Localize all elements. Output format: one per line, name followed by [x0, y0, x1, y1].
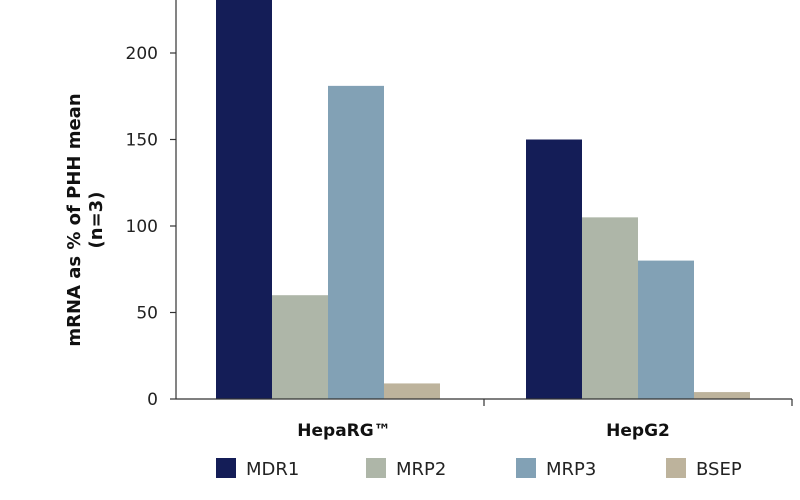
category-label-hepg2: HepG2 [606, 421, 670, 441]
bar-mrp2-hepg2 [582, 217, 638, 399]
legend-label-bsep: BSEP [696, 459, 742, 480]
x-axis-category-labels: HepaRG™ HepG2 [297, 421, 670, 441]
x-axis-ticks [483, 399, 793, 406]
bar-mrp2-heparg [272, 295, 328, 399]
bar-mrp3-hepg2 [638, 260, 694, 399]
legend-label-mdr1: MDR1 [246, 459, 299, 480]
bar-mdr1-heparg [216, 0, 272, 399]
legend-label-mrp2: MRP2 [396, 459, 446, 480]
y-axis-title-line2: (n=3) [86, 192, 107, 249]
y-axis-title-line1: mRNA as % of PHH mean [64, 93, 85, 346]
y-tick-label-150: 150 [126, 131, 158, 151]
legend-swatch-mrp2 [366, 458, 386, 478]
category-label-heparg: HepaRG™ [297, 421, 390, 441]
y-tick-label-200: 200 [126, 44, 158, 64]
legend-swatch-mrp3 [516, 458, 536, 478]
y-tick-label-0: 0 [147, 390, 158, 410]
y-axis-title: mRNA as % of PHH mean (n=3) [64, 93, 107, 346]
y-tick-label-100: 100 [126, 217, 158, 237]
bars-group [216, 0, 750, 399]
legend-swatch-bsep [666, 458, 686, 478]
legend-label-mrp3: MRP3 [546, 459, 596, 480]
bar-mrp3-heparg [328, 85, 384, 399]
legend: MDR1 MRP2 MRP3 BSEP [216, 458, 742, 480]
y-axis-ticks: 0 50 100 150 200 [126, 44, 176, 410]
bar-bsep-hepg2 [694, 392, 750, 399]
legend-swatch-mdr1 [216, 458, 236, 478]
y-tick-label-50: 50 [136, 304, 158, 324]
bar-bsep-heparg [384, 383, 440, 399]
bar-mdr1-hepg2 [526, 139, 582, 399]
